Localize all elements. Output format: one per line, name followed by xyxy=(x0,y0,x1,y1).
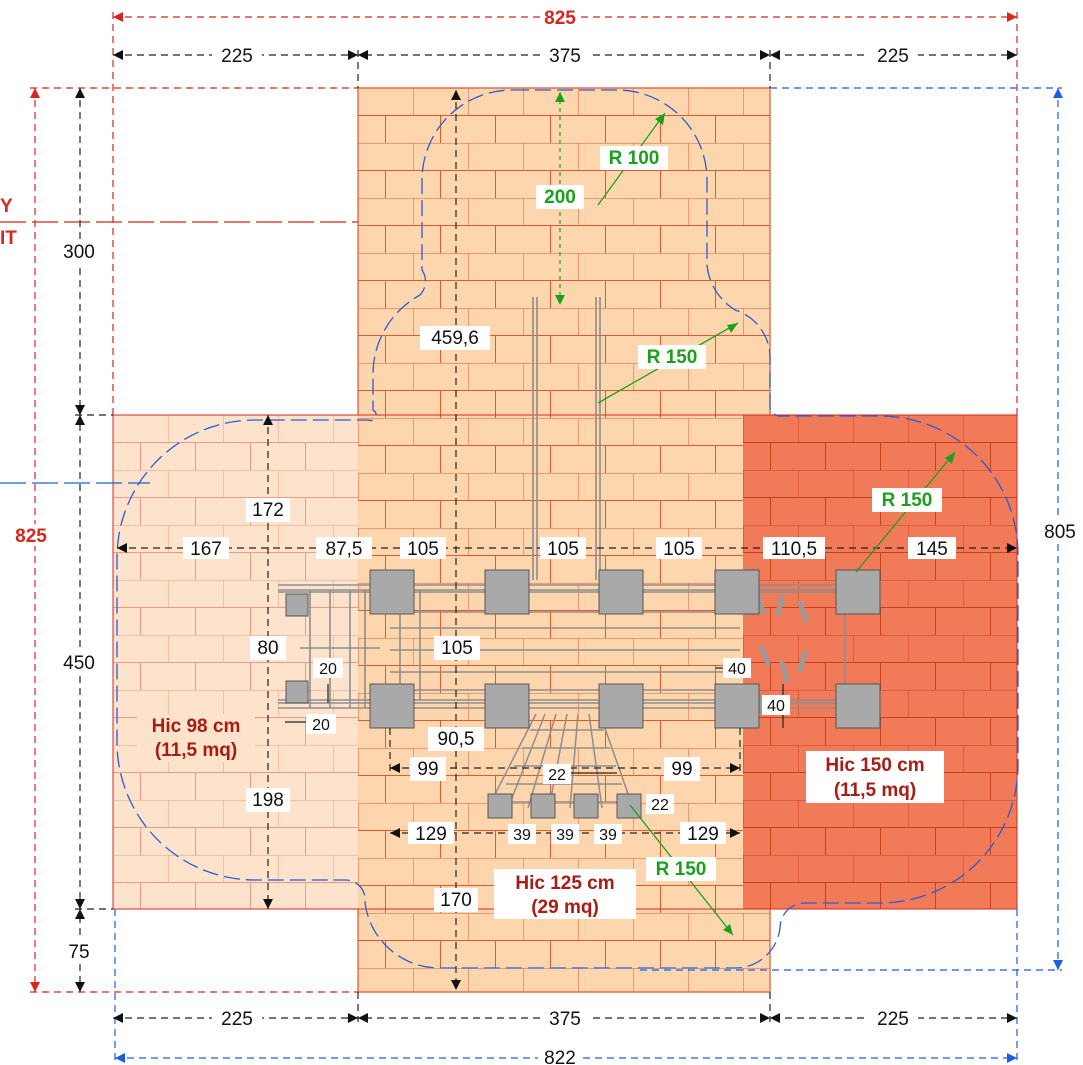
post-small xyxy=(285,680,309,704)
dim-40b: 40 xyxy=(767,698,785,715)
cut-label-2: IT xyxy=(0,228,17,249)
dim-low-129a: 129 xyxy=(415,824,447,845)
dim-left-upper: 300 xyxy=(63,242,95,263)
dim-row-110: 110,5 xyxy=(771,539,817,560)
dim-row-87: 87,5 xyxy=(326,539,363,560)
dim-22a: 22 xyxy=(548,767,566,784)
dim-80: 80 xyxy=(257,638,278,659)
dim-overall-right: 805 xyxy=(1044,522,1076,543)
dim-459: 459,6 xyxy=(431,328,479,349)
dim-row-167: 167 xyxy=(190,539,222,560)
dim-overall-top: 825 xyxy=(544,8,576,29)
post-small xyxy=(487,793,513,819)
post-small xyxy=(285,593,309,617)
dim-overall-left: 825 xyxy=(15,526,47,547)
radius-label-4: R 150 xyxy=(656,859,707,880)
low-row-dimensions: 129 39 39 39 129 xyxy=(408,822,726,845)
radius-label-3: R 150 xyxy=(882,490,933,511)
dim-20a: 20 xyxy=(319,661,337,678)
dim-row-105a: 105 xyxy=(407,539,439,560)
dim-row-105c: 105 xyxy=(663,539,695,560)
dim-top-1: 225 xyxy=(221,46,253,67)
zone-center-height: Hic 125 cm xyxy=(515,873,614,894)
dim-low-39a: 39 xyxy=(513,827,531,844)
zone-left-area: (11,5 mq) xyxy=(155,740,237,761)
safety-boundary xyxy=(116,89,1019,969)
zone-labels: Hic 98 cm (11,5 mq) Hic 125 cm (29 mq) H… xyxy=(137,714,944,919)
dim-overall-bottom: 822 xyxy=(544,1048,576,1065)
overall-dimensions: 825 822 825 805 Y IT xyxy=(0,5,1080,1065)
dim-bottom-3: 225 xyxy=(877,1009,909,1030)
post xyxy=(484,683,530,729)
post xyxy=(835,683,881,729)
post xyxy=(714,683,760,729)
dim-low-39c: 39 xyxy=(599,827,617,844)
post xyxy=(598,683,644,729)
dim-200: 200 xyxy=(544,187,576,208)
dim-left-lower: 75 xyxy=(68,942,89,963)
radius-labels: R 100 R 150 R 150 R 150 xyxy=(600,146,942,881)
inner-dimensions: 172 459,6 200 80 20 20 105 90,5 198 170 … xyxy=(246,185,790,912)
dim-40a: 40 xyxy=(728,661,746,678)
dim-90: 90,5 xyxy=(438,729,475,750)
main-row-dimensions: 167 87,5 105 105 105 110,5 145 xyxy=(183,537,956,560)
dim-105-vertical: 105 xyxy=(441,638,473,659)
dim-99b: 99 xyxy=(671,759,692,780)
dim-172: 172 xyxy=(252,500,284,521)
arrowheads xyxy=(30,12,1063,1063)
post-small xyxy=(530,793,556,819)
post xyxy=(598,569,644,615)
post xyxy=(369,569,415,615)
dim-row-145: 145 xyxy=(916,539,948,560)
zone-left-surface xyxy=(113,415,386,909)
dim-top-2: 375 xyxy=(549,46,581,67)
post xyxy=(484,569,530,615)
dim-top-3: 225 xyxy=(877,46,909,67)
dim-bottom-1: 225 xyxy=(221,1009,253,1030)
dim-row-105b: 105 xyxy=(547,539,579,560)
posts xyxy=(285,569,881,819)
dim-low-129b: 129 xyxy=(687,824,719,845)
post-small xyxy=(573,793,599,819)
dim-low-39b: 39 xyxy=(556,827,574,844)
dim-22b: 22 xyxy=(651,797,669,814)
row-dimensions: 225 375 225 225 375 225 300 450 75 xyxy=(56,43,918,1030)
dim-198: 198 xyxy=(252,790,284,811)
radius-label-2: R 150 xyxy=(647,347,698,368)
zone-right-surface xyxy=(743,415,1017,909)
zone-left-height: Hic 98 cm xyxy=(152,716,241,737)
radius-label-1: R 100 xyxy=(609,148,660,169)
post xyxy=(369,683,415,729)
dim-left-middle: 450 xyxy=(63,653,95,674)
post xyxy=(714,569,760,615)
zone-right-height: Hic 150 cm xyxy=(825,755,924,776)
dim-bottom-2: 375 xyxy=(549,1009,581,1030)
cut-label-1: Y xyxy=(0,196,13,217)
zone-center-area: (29 mq) xyxy=(531,897,599,918)
dim-20b: 20 xyxy=(312,717,330,734)
zone-right-area: (11,5 mq) xyxy=(834,780,916,801)
dim-99a: 99 xyxy=(417,759,438,780)
dim-170: 170 xyxy=(440,890,472,911)
climbing-holds xyxy=(754,592,809,715)
post xyxy=(835,569,881,615)
